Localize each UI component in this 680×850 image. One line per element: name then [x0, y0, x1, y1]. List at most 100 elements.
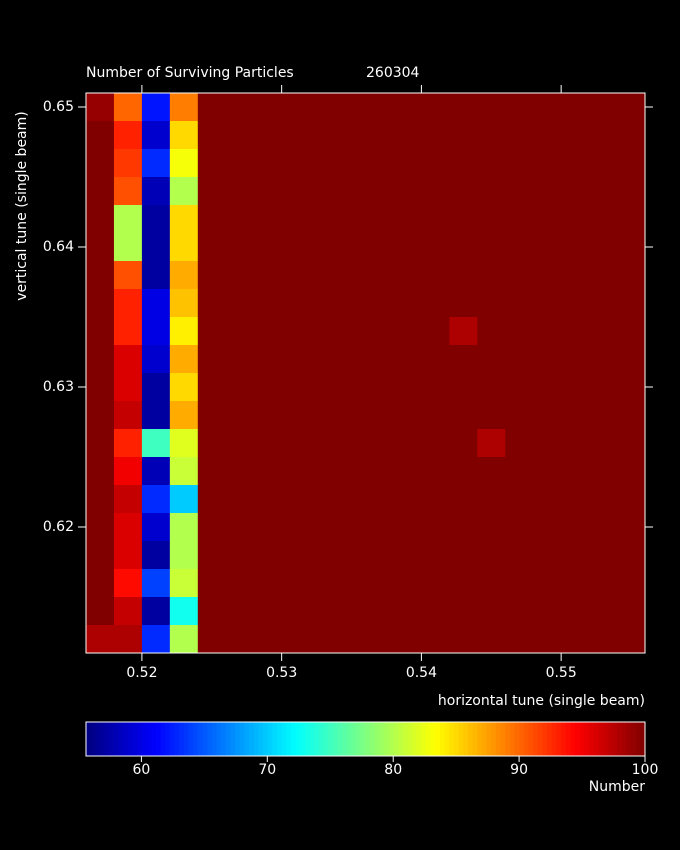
- heatmap-cell: [253, 625, 283, 654]
- colorbar-swatch: [118, 722, 124, 756]
- colorbar-label: Number: [589, 779, 645, 795]
- heatmap-cell: [309, 317, 339, 346]
- heatmap-cell: [337, 317, 366, 346]
- heatmap-cell: [281, 205, 311, 234]
- heatmap-cell: [225, 149, 255, 178]
- heatmap-cell: [533, 317, 562, 346]
- heatmap-cell: [561, 457, 590, 486]
- heatmap-cell: [337, 205, 366, 234]
- heatmap-cell: [477, 429, 506, 458]
- heatmap-cell: [533, 373, 562, 402]
- heatmap-cell: [86, 261, 115, 290]
- x-tick-label: 0.55: [546, 665, 577, 681]
- colorbar-swatch: [435, 722, 441, 756]
- heatmap-cell: [561, 177, 590, 206]
- colorbar-swatch: [193, 722, 199, 756]
- heatmap-cell: [365, 541, 394, 570]
- colorbar-swatch: [207, 722, 213, 756]
- heatmap-cell: [281, 149, 311, 178]
- colorbar-swatch: [421, 722, 427, 756]
- heatmap-cell: [589, 569, 618, 598]
- heatmap-cell: [113, 485, 143, 514]
- heatmap-cell: [337, 345, 366, 374]
- heatmap-cell: [365, 205, 394, 234]
- heatmap-cell: [617, 597, 646, 626]
- colorbar-swatch: [384, 722, 390, 756]
- heatmap-cell: [561, 569, 590, 598]
- heatmap-cell: [617, 401, 646, 430]
- heatmap-cell: [169, 513, 199, 542]
- colorbar-swatch: [454, 722, 460, 756]
- colorbar-swatch: [132, 722, 138, 756]
- heatmap-cell: [197, 597, 227, 626]
- colorbar-swatch: [519, 722, 525, 756]
- heatmap-cell: [561, 121, 590, 150]
- heatmap-cell: [197, 261, 227, 290]
- heatmap-cell: [169, 457, 199, 486]
- heatmap-cell: [169, 205, 199, 234]
- heatmap-cell: [169, 177, 199, 206]
- colorbar-swatch: [495, 722, 502, 756]
- colorbar-swatch: [216, 722, 222, 756]
- heatmap-cell: [421, 233, 450, 262]
- colorbar-swatch: [444, 722, 450, 756]
- heatmap-cell: [169, 625, 199, 654]
- colorbar-swatch: [556, 722, 562, 756]
- heatmap-cell: [421, 457, 450, 486]
- heatmap-cell: [225, 233, 255, 262]
- heatmap-cell: [225, 429, 255, 458]
- heatmap-cell: [561, 541, 590, 570]
- colorbar-swatch: [430, 722, 436, 756]
- heatmap-cell: [393, 513, 422, 542]
- heatmap-cell: [253, 485, 283, 514]
- colorbar-swatch: [449, 722, 455, 756]
- colorbar-swatch: [598, 722, 604, 756]
- colorbar-swatch: [151, 722, 157, 756]
- colorbar-swatch: [179, 722, 185, 756]
- heatmap-cell: [86, 429, 115, 458]
- heatmap-cell: [449, 429, 478, 458]
- heatmap-cell: [533, 429, 562, 458]
- heatmap-cell: [281, 121, 311, 150]
- colorbar-swatch: [300, 722, 306, 756]
- colorbar-swatch: [379, 722, 385, 756]
- heatmap-cell: [141, 457, 171, 486]
- heatmap-cell: [86, 401, 115, 430]
- heatmap-cell: [309, 177, 339, 206]
- colorbar-swatch: [416, 722, 422, 756]
- heatmap-cell: [589, 513, 618, 542]
- heatmap-cell: [589, 93, 618, 122]
- heatmap-cell: [561, 149, 590, 178]
- heatmap-cell: [197, 541, 227, 570]
- heatmap-cell: [86, 345, 115, 374]
- colorbar-swatch: [239, 722, 245, 756]
- colorbar-swatch: [388, 722, 394, 756]
- heatmap-cell: [225, 625, 255, 654]
- heatmap-cell: [505, 401, 534, 430]
- colorbar-swatch: [160, 722, 166, 756]
- heatmap-cell: [337, 569, 366, 598]
- colorbar-swatch: [551, 722, 557, 756]
- heatmap-cell: [449, 261, 478, 290]
- heatmap-cell: [393, 317, 422, 346]
- colorbar-swatch: [579, 722, 585, 756]
- heatmap-cell: [449, 485, 478, 514]
- colorbar-frame: [85, 721, 646, 757]
- heatmap-cell: [253, 513, 283, 542]
- heatmap-cell: [365, 373, 394, 402]
- heatmap-cell: [449, 569, 478, 598]
- heatmap-cell: [449, 401, 478, 430]
- colorbar-swatch: [197, 722, 203, 756]
- heatmap-cell: [477, 401, 506, 430]
- colorbar-swatch: [360, 722, 366, 756]
- heatmap-cell: [281, 289, 311, 318]
- heatmap-cell: [449, 625, 478, 654]
- heatmap-cell: [365, 569, 394, 598]
- colorbar-swatch: [509, 722, 516, 756]
- colorbar-swatch: [86, 722, 92, 756]
- heatmap-cell: [421, 569, 450, 598]
- heatmap-cell: [113, 205, 143, 234]
- heatmap-cell: [113, 541, 143, 570]
- heatmap-cell: [561, 485, 590, 514]
- colorbar-swatch: [542, 722, 548, 756]
